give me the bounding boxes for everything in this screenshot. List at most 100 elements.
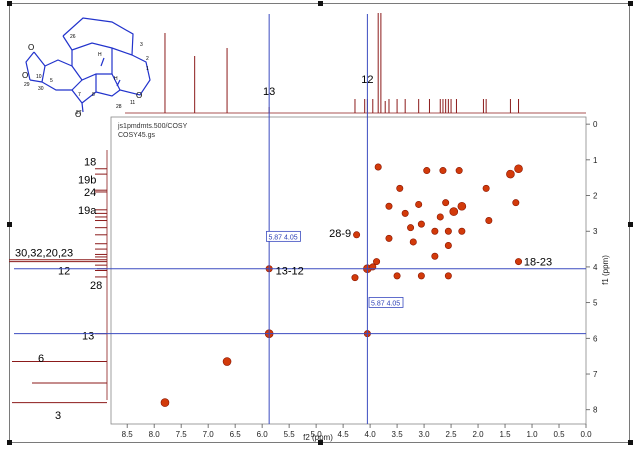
cross-peak (222, 357, 232, 366)
structure-atom-label: 5 (50, 78, 53, 84)
structure-atom-label: O (136, 91, 142, 100)
left-trace-label: 19a (78, 205, 97, 217)
x-tick-label: 5.0 (311, 430, 323, 439)
y-axis-title: f1 (ppm) (601, 255, 610, 285)
left-trace-label: 19b (78, 174, 96, 186)
molecule-structure (25, 17, 151, 113)
readout-text: 5.87 4.05 (371, 300, 400, 307)
readout-box (266, 230, 301, 242)
cross-peak (353, 231, 361, 239)
structure-atom-label: 10 (36, 74, 42, 80)
x-tick-label: 7.0 (203, 430, 215, 439)
structure-atom-label: H (98, 52, 102, 58)
left-trace-label: 12 (58, 266, 70, 278)
structure-atom-label: 29 (24, 82, 30, 88)
y-tick-label: 8 (593, 406, 598, 415)
x-tick-label: 5.5 (284, 430, 296, 439)
y-tick-label: 7 (593, 370, 598, 379)
resize-handle-mid-right[interactable] (628, 222, 633, 227)
y-tick-label: 2 (593, 192, 598, 201)
y-tick-label: 3 (593, 227, 598, 236)
resize-handle-top-left[interactable] (7, 1, 12, 6)
y-axis: 0 1 2 3 4 5 6 7 8 (586, 120, 598, 415)
structure-atom-label: 30 (38, 86, 44, 92)
cross-peak (431, 252, 439, 260)
header-line1: js1pmdmts.500/COSY (117, 123, 188, 130)
structure-atom-label: 27 (76, 110, 82, 116)
cross-peak (417, 272, 425, 280)
structure-atom-label: 1 (146, 66, 149, 72)
peak-annotation: 28-9 (329, 228, 351, 240)
x-tick-label: 2.0 (472, 430, 484, 439)
cross-peak (423, 167, 431, 175)
cross-peak (407, 224, 415, 232)
cross-peak (515, 258, 523, 266)
cross-peak (351, 274, 359, 282)
structure-atom-label: 11 (130, 100, 135, 106)
x-axis-title: f2 (ppm) (303, 433, 333, 442)
left-trace-label: 13 (82, 330, 94, 342)
structure-atom-label: O (75, 110, 81, 119)
x-tick-label: 7.5 (176, 430, 188, 439)
crosshair-lines[interactable] (14, 14, 586, 424)
cross-peak (436, 213, 444, 221)
plot-area (110, 116, 587, 425)
x-tick-label: 4.5 (338, 430, 350, 439)
x-tick-label: 3.5 (392, 430, 404, 439)
resize-handle-bottom-center[interactable] (318, 440, 323, 445)
structure-atom-label: O (28, 43, 34, 52)
y-tick-label: 5 (593, 299, 598, 308)
structure-atom-label: 8 (92, 92, 95, 98)
x-tick-label: 0.0 (580, 430, 592, 439)
cross-peak (160, 398, 170, 407)
structure-atom-label: O (22, 71, 28, 80)
cross-peak (393, 272, 401, 280)
cross-peak (449, 207, 459, 216)
readout-box (368, 297, 404, 308)
cross-peak (506, 169, 515, 179)
cross-peak (455, 167, 463, 175)
cross-peak (444, 242, 452, 250)
x-axis: 8.5 8.0 7.5 7.0 6.5 6.0 5.5 5.0 4.5 4.0 3.5 3.0 2.5 2… (122, 424, 592, 439)
cross-peak (415, 200, 423, 208)
resize-handle-top-center[interactable] (318, 1, 323, 6)
cross-peak (482, 184, 490, 192)
x-tick-label: 8.5 (122, 430, 134, 439)
cross-peak (444, 272, 452, 280)
peak-annotations: 13-12 28-9 18-23 5.87 4.05 5.87 4.05 (266, 228, 552, 308)
y-tick-label: 0 (593, 120, 598, 129)
cross-peak (401, 209, 409, 217)
cross-peaks (160, 163, 523, 407)
x-tick-label: 3.0 (419, 430, 431, 439)
header-line2: COSY45.gs (118, 132, 155, 139)
structure-atom-label: 7 (78, 92, 81, 98)
resize-handle-bottom-left[interactable] (7, 440, 12, 445)
cross-peak (385, 234, 393, 242)
left-trace-label: 18 (84, 157, 96, 169)
left-trace-label: 24 (84, 187, 96, 199)
structure-atom-label: 28 (116, 104, 122, 110)
cross-peak (457, 201, 467, 211)
resize-handle-bottom-right[interactable] (628, 440, 633, 445)
resize-handle-top-right[interactable] (628, 1, 633, 6)
cross-peak (485, 217, 493, 225)
x-tick-label: 4.0 (365, 430, 377, 439)
cross-peak (512, 199, 520, 207)
cross-peak (385, 202, 393, 210)
cross-peak (431, 227, 439, 235)
y-tick-label: 6 (593, 334, 598, 343)
resize-handle-mid-left[interactable] (7, 222, 12, 227)
structure-atom-label: 26 (70, 34, 76, 40)
left-trace-label: 6 (38, 353, 44, 365)
x-tick-label: 1.0 (526, 430, 538, 439)
y-tick-label: 4 (593, 263, 598, 272)
x-tick-label: 2.5 (445, 430, 457, 439)
cross-peak (439, 167, 447, 175)
structure-atom-label: 2 (146, 56, 149, 62)
structure-atom-label: H (114, 76, 118, 82)
